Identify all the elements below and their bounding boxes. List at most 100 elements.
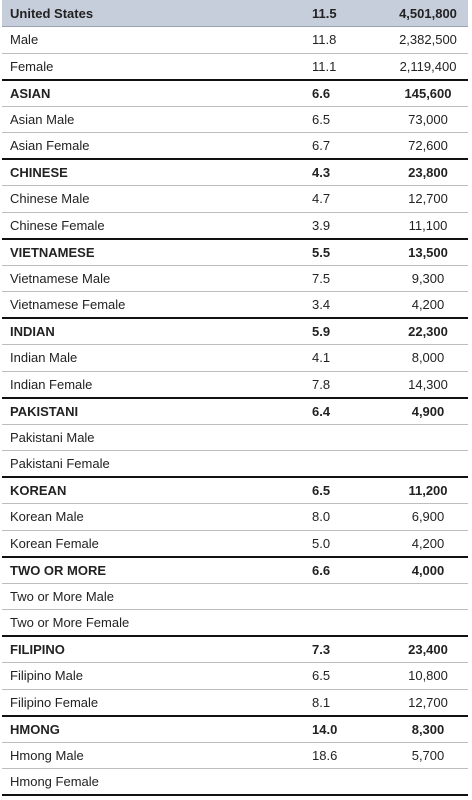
table-row: Filipino Female 8.1 12,700 bbox=[2, 689, 468, 716]
rate-cell: 7.8 bbox=[310, 371, 382, 398]
table-row: Asian Male 6.5 73,000 bbox=[2, 106, 468, 133]
count-cell: 72,600 bbox=[382, 132, 468, 160]
rate-cell: 5.9 bbox=[310, 317, 382, 345]
table-row: Pakistani Male bbox=[2, 424, 468, 451]
row-label: ASIAN bbox=[2, 78, 310, 107]
rate-cell: 6.4 bbox=[310, 396, 382, 425]
rate-cell: 5.5 bbox=[310, 237, 382, 266]
row-label: KOREAN bbox=[2, 476, 310, 504]
rate-cell: 11.1 bbox=[310, 53, 382, 80]
count-cell bbox=[382, 768, 468, 796]
rate-cell: 8.1 bbox=[310, 689, 382, 716]
rate-cell bbox=[310, 424, 382, 451]
count-cell: 22,300 bbox=[382, 317, 468, 345]
rate-cell: 3.9 bbox=[310, 212, 382, 239]
rate-cell: 4.1 bbox=[310, 344, 382, 372]
row-label: Indian Female bbox=[2, 371, 310, 398]
row-label: Two or More Male bbox=[2, 583, 310, 610]
table-row: Korean Female 5.0 4,200 bbox=[2, 530, 468, 557]
row-label: Asian Male bbox=[2, 106, 310, 133]
count-cell: 4,501,800 bbox=[382, 0, 468, 27]
rate-cell: 7.5 bbox=[310, 265, 382, 292]
row-label: INDIAN bbox=[2, 317, 310, 345]
count-cell: 11,200 bbox=[382, 476, 468, 504]
row-label: Vietnamese Female bbox=[2, 291, 310, 319]
row-label: Chinese Female bbox=[2, 212, 310, 239]
count-cell: 5,700 bbox=[382, 742, 468, 769]
count-cell: 10,800 bbox=[382, 662, 468, 690]
group-row: CHINESE 4.3 23,800 bbox=[2, 158, 468, 186]
rate-cell: 6.5 bbox=[310, 476, 382, 504]
count-cell: 9,300 bbox=[382, 265, 468, 292]
row-label: HMONG bbox=[2, 714, 310, 743]
rate-cell: 6.5 bbox=[310, 662, 382, 690]
count-cell: 4,200 bbox=[382, 291, 468, 319]
table-row: Filipino Male 6.5 10,800 bbox=[2, 662, 468, 690]
table-row: Indian Female 7.8 14,300 bbox=[2, 371, 468, 398]
count-cell: 23,800 bbox=[382, 158, 468, 186]
count-cell: 4,900 bbox=[382, 396, 468, 425]
rate-cell: 6.7 bbox=[310, 132, 382, 160]
rate-cell: 14.0 bbox=[310, 714, 382, 743]
count-cell: 73,000 bbox=[382, 106, 468, 133]
row-label: Filipino Male bbox=[2, 662, 310, 690]
count-cell: 145,600 bbox=[382, 78, 468, 107]
rate-cell: 5.0 bbox=[310, 530, 382, 557]
rate-cell: 18.6 bbox=[310, 742, 382, 769]
table-row: Chinese Female 3.9 11,100 bbox=[2, 212, 468, 239]
row-label: Female bbox=[2, 53, 310, 80]
table-row: Male 11.8 2,382,500 bbox=[2, 26, 468, 54]
row-label: TWO OR MORE bbox=[2, 555, 310, 584]
table-row: Indian Male 4.1 8,000 bbox=[2, 344, 468, 372]
table-row: Female 11.1 2,119,400 bbox=[2, 53, 468, 80]
count-cell: 8,300 bbox=[382, 714, 468, 743]
row-label: CHINESE bbox=[2, 158, 310, 186]
row-label: United States bbox=[2, 0, 310, 27]
count-cell: 4,200 bbox=[382, 530, 468, 557]
count-cell bbox=[382, 609, 468, 637]
group-row: TWO OR MORE 6.6 4,000 bbox=[2, 555, 468, 584]
row-label: Male bbox=[2, 26, 310, 54]
table-row: Korean Male 8.0 6,900 bbox=[2, 503, 468, 531]
group-row: PAKISTANI 6.4 4,900 bbox=[2, 396, 468, 425]
count-cell: 6,900 bbox=[382, 503, 468, 531]
count-cell: 11,100 bbox=[382, 212, 468, 239]
row-label: Hmong Male bbox=[2, 742, 310, 769]
group-row: ASIAN 6.6 145,600 bbox=[2, 78, 468, 107]
table-row: Hmong Female bbox=[2, 768, 468, 796]
row-label: Hmong Female bbox=[2, 768, 310, 796]
rate-cell bbox=[310, 768, 382, 796]
group-row: INDIAN 5.9 22,300 bbox=[2, 317, 468, 345]
table-row: Vietnamese Male 7.5 9,300 bbox=[2, 265, 468, 292]
table-row: Hmong Male 18.6 5,700 bbox=[2, 742, 468, 769]
count-cell: 14,300 bbox=[382, 371, 468, 398]
group-row: VIETNAMESE 5.5 13,500 bbox=[2, 237, 468, 266]
rate-cell: 6.6 bbox=[310, 555, 382, 584]
group-row: FILIPINO 7.3 23,400 bbox=[2, 635, 468, 663]
row-label: Korean Female bbox=[2, 530, 310, 557]
table-row: Chinese Male 4.7 12,700 bbox=[2, 185, 468, 213]
count-cell: 13,500 bbox=[382, 237, 468, 266]
rate-cell: 4.7 bbox=[310, 185, 382, 213]
count-cell: 8,000 bbox=[382, 344, 468, 372]
table-header-row: United States 11.5 4,501,800 bbox=[2, 0, 468, 27]
row-label: Asian Female bbox=[2, 132, 310, 160]
row-label: VIETNAMESE bbox=[2, 237, 310, 266]
rate-cell: 11.8 bbox=[310, 26, 382, 54]
rate-cell bbox=[310, 609, 382, 637]
row-label: FILIPINO bbox=[2, 635, 310, 663]
rate-cell: 11.5 bbox=[310, 0, 382, 27]
rate-cell: 6.5 bbox=[310, 106, 382, 133]
count-cell: 4,000 bbox=[382, 555, 468, 584]
rate-cell: 8.0 bbox=[310, 503, 382, 531]
count-cell bbox=[382, 450, 468, 478]
row-label: Filipino Female bbox=[2, 689, 310, 716]
rate-cell bbox=[310, 583, 382, 610]
table-row: Asian Female 6.7 72,600 bbox=[2, 132, 468, 160]
rate-cell bbox=[310, 450, 382, 478]
group-row: KOREAN 6.5 11,200 bbox=[2, 476, 468, 504]
table-row: Two or More Female bbox=[2, 609, 468, 637]
count-cell: 23,400 bbox=[382, 635, 468, 663]
